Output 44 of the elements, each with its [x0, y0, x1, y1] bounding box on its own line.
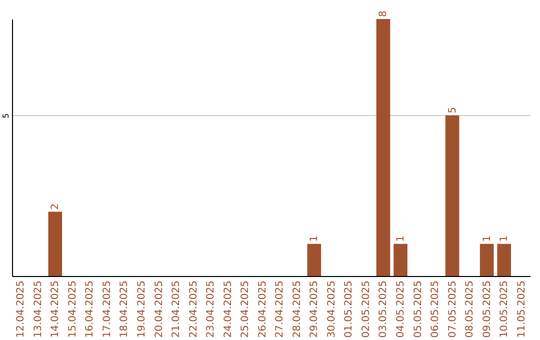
x-tick-label: 06.05.2025	[430, 280, 442, 338]
x-tick-label: 29.04.2025	[309, 280, 320, 338]
x-tick-label: 30.04.2025	[326, 280, 338, 338]
x-tick-label: 04.05.2025	[396, 280, 406, 338]
data-label: 1	[499, 236, 510, 242]
bar	[48, 212, 62, 276]
data-label: 1	[309, 236, 320, 242]
data-label: 1	[482, 236, 493, 242]
data-label: 8	[378, 10, 390, 17]
data-label: 1	[396, 236, 406, 242]
bar	[394, 244, 408, 276]
x-tick-label: 11.05.2025	[516, 280, 528, 338]
x-tick-label: 22.04.2025	[188, 280, 200, 338]
x-tick-label: 28.04.2025	[292, 280, 303, 338]
x-tick-label: 17.04.2025	[102, 280, 113, 338]
bar	[307, 244, 322, 276]
bar	[376, 19, 390, 276]
x-tick-label: 14.04.2025	[50, 280, 62, 338]
x-tick-label: 27.04.2025	[274, 280, 286, 338]
x-tick-label: 20.04.2025	[154, 280, 165, 338]
x-tick-label: 07.05.2025	[447, 280, 458, 338]
data-label: 5	[447, 107, 458, 114]
bar	[480, 244, 494, 276]
x-tick-label: 05.05.2025	[412, 280, 424, 338]
x-tick-label: 25.04.2025	[240, 280, 252, 338]
x-tick-label: 01.05.2025	[344, 280, 355, 338]
x-tick-label: 26.04.2025	[257, 280, 268, 338]
x-tick-label: 19.04.2025	[136, 280, 148, 338]
x-tick-label: 09.05.2025	[482, 280, 493, 338]
x-tick-label: 24.04.2025	[222, 280, 234, 338]
x-tick-label: 02.05.2025	[360, 280, 372, 338]
x-tick-label: 08.05.2025	[464, 280, 476, 338]
x-tick-label: 18.04.2025	[119, 280, 130, 338]
data-label: 2	[50, 203, 62, 210]
x-tick-label: 13.04.2025	[32, 280, 44, 338]
x-tick-label: 10.05.2025	[499, 280, 510, 338]
x-tick-label: 15.04.2025	[67, 280, 78, 338]
bar	[445, 115, 460, 276]
x-tick-label: 16.04.2025	[84, 280, 96, 338]
x-tick-label: 23.04.2025	[206, 280, 217, 338]
x-tick-label: 03.05.2025	[378, 280, 390, 338]
x-tick-label: 12.04.2025	[16, 280, 27, 338]
bar	[497, 244, 512, 276]
x-tick-label: 21.04.2025	[171, 280, 182, 338]
